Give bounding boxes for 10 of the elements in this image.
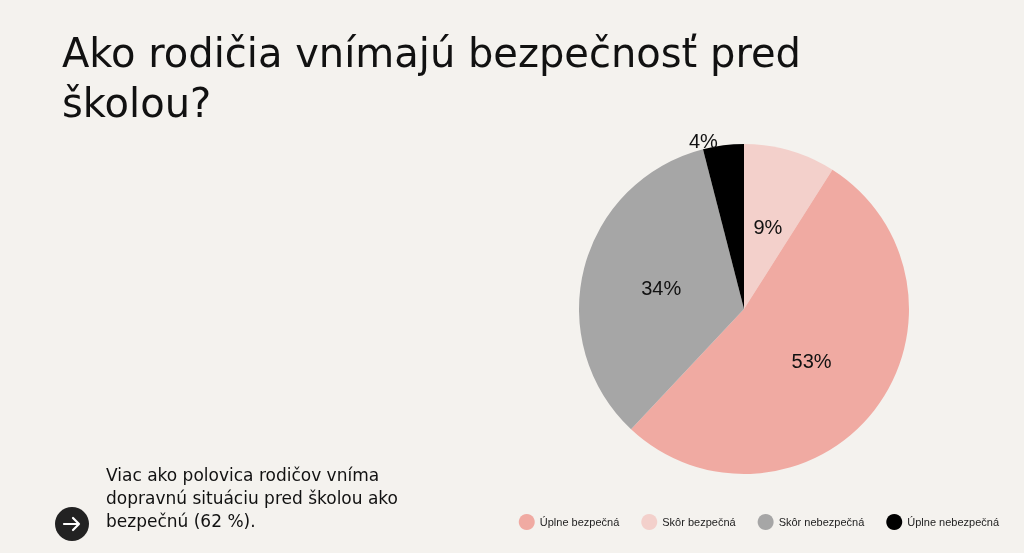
legend-label: Skôr nebezpečná (778, 516, 866, 528)
legend-label: Skôr bezpečná (662, 516, 737, 528)
text: Viac ako polovica rodičov vníma dopravnú situáciu pred školou ako bezpečnú (62 %). (106, 464, 399, 533)
legend-label: Úplne bezpečná (539, 516, 621, 528)
data-label: 53% (791, 350, 832, 373)
legend-label: Úplne nebezpečná (907, 516, 1000, 528)
chart-title: Ako rodičia vnímajú bezpečnosť pred školou? (62, 29, 802, 128)
data-label: 9% (753, 215, 783, 238)
data-label: 34% (641, 276, 682, 299)
data-label: 4% (688, 130, 719, 153)
